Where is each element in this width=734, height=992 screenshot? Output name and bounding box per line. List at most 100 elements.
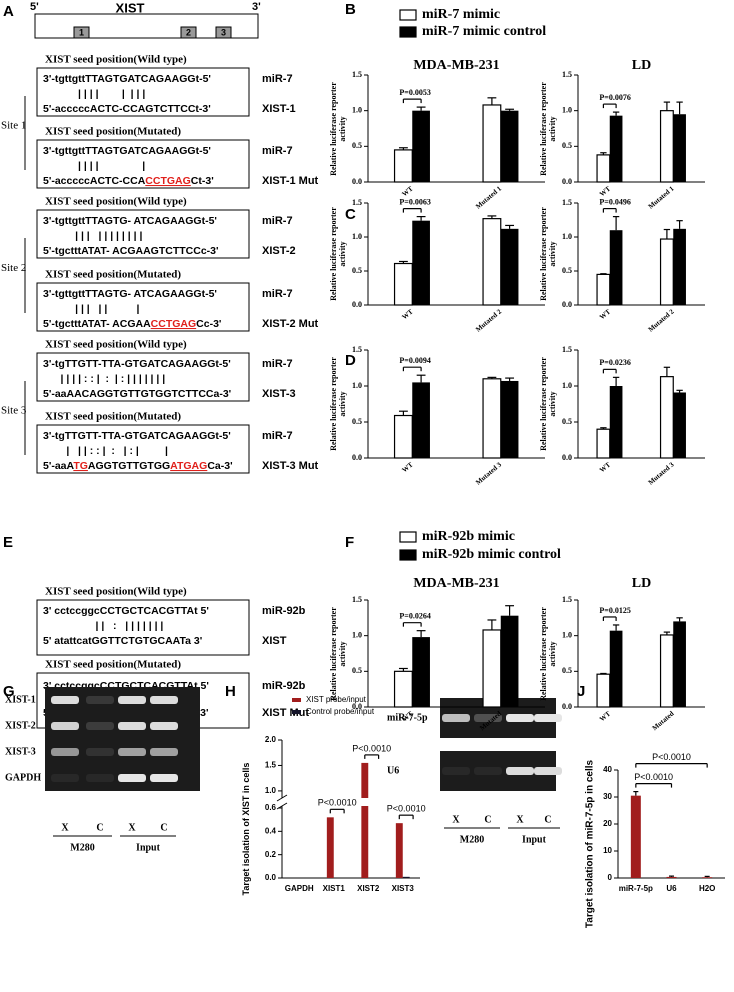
site-label: Site 3 [1,405,27,417]
gel-band [51,722,79,730]
bar [500,110,519,182]
x-tick-label: XIST2 [357,884,380,893]
sequence-segment: 5'-aaA [43,460,75,472]
sequence-segment: AGGTGTTGTGG [88,460,170,472]
bar [673,228,686,305]
sequence-segment: | | | | : : | : | : | | | | | | | [43,373,165,385]
significance-bracket [364,754,380,759]
y-tick-label: 20 [603,819,612,828]
sequence-segment: 3' cctccggcCCTGCTCACGTTAt 5' [43,605,209,617]
sequence-segment: | | | | | | [43,303,139,315]
exon [73,26,90,39]
chart-title: MDA-MB-231 [413,58,499,73]
significance-bracket [635,762,708,768]
gel-band [51,696,79,704]
sequence: | | | | | | | | | | | [43,230,142,242]
rna-name: miR-7 [262,73,293,85]
y-axis-label: Relative luciferase reporter activity [539,357,557,451]
axis-break [276,798,420,806]
sequence-segment: CCTGAG [145,175,191,187]
gel-band [118,748,146,756]
chart-title: LD [632,576,651,591]
sequence-segment: | | | | | | | | | | | [43,230,142,242]
p-value: P=0.0125 [599,606,630,615]
gel-band [506,767,534,775]
y-axis-label: Target isolation of miR-7-5p in cells [584,759,596,929]
x-tick-label: H2O [699,884,715,893]
y-tick-label: 0.4 [265,826,277,835]
group-label: Input [136,842,161,853]
error-bar [505,108,515,111]
bar [500,228,519,305]
legend-label: miR-7 mimic control [422,24,546,39]
p-value: P=0.0053 [399,88,430,97]
seq-box [36,424,250,474]
y-axis-label: Relative luciferase reporter activity [329,207,347,301]
y-tick-label: 1.0 [562,232,572,241]
p-value: P=0.0236 [599,358,630,367]
error-bar [704,875,710,878]
panel-label: D [345,352,356,369]
bar [500,615,519,707]
y-tick-label: 0.0 [352,177,362,186]
significance-bracket [398,814,414,820]
gel-band [150,774,178,782]
error-bar [600,672,607,675]
x-tick-label: XIST3 [392,884,415,893]
bar [412,110,430,182]
seq-box [36,599,250,656]
bar [659,634,674,708]
y-tick-label: 0.0 [562,453,572,462]
gel-row-label: XIST-1 [5,694,36,705]
bar [393,149,413,183]
x-tick-label: WT [598,307,612,321]
bar [393,414,413,459]
x-tick-label: WT [598,460,612,474]
p-value: P=0.0076 [599,93,630,102]
gel-row-label: XIST-2 [5,720,36,731]
error-bar [676,220,683,229]
lane-label: X [61,822,69,833]
x-tick-label: XIST1 [323,884,346,893]
gel-band [86,722,114,730]
y-tick-label: 0.0 [352,702,362,711]
y-axis-label: Relative luciferase reporter activity [329,357,347,451]
error-bar [505,224,515,229]
bar [609,115,623,182]
gene-end: 3' [252,1,261,13]
chart-title: LD [632,58,651,73]
gel-band [442,714,470,722]
error-bar [676,101,683,115]
legend-label: XIST probe/input [306,695,367,704]
exon-label: 3 [221,27,226,37]
error-bar [676,389,683,393]
error-bar [612,216,620,231]
y-tick-label: 1.5 [352,70,362,79]
bar [659,110,674,183]
bar [659,376,674,459]
y-tick-label: 1.5 [562,595,572,604]
rna-name: miR-7 [262,430,293,442]
sequence-segment: 3'-tgttgttTTAGTGATCAGAAGGt-5' [43,145,211,157]
block-title: XIST seed position(Mutated) [45,411,181,423]
gel-band [51,748,79,756]
sequence-segment: Cc-3' [196,318,221,330]
y-tick-label: 0.5 [562,417,572,426]
bar [596,673,611,708]
bar [596,428,611,459]
error-bar [663,366,671,377]
x-tick-label: Mutated 3 [647,460,676,486]
y-tick-label: 0.5 [562,266,572,275]
bar [500,380,519,458]
sequence-segment: Ct-3' [191,175,214,187]
x-tick-label: U6 [666,884,677,893]
gel-band [534,767,562,775]
y-tick-label: 0 [608,873,613,882]
block-title: XIST seed position(Wild type) [45,339,187,351]
sequence-segment: TG [73,460,88,472]
bar [659,238,674,306]
panel-label: C [345,206,356,223]
y-tick-label: 1.5 [562,70,572,79]
legend-swatch [399,549,417,561]
error-bar [612,624,620,631]
